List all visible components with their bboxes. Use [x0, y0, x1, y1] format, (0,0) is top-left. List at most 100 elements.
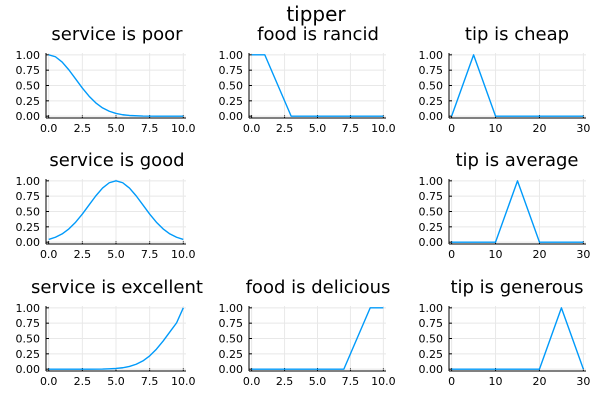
y-tick-label: 0.50	[419, 80, 444, 93]
membership-curve	[48, 307, 184, 370]
y-tick-label: 0.25	[419, 95, 444, 108]
subplot-6: tip is average 0 10 20 30 0.00 0.25 0.50 0.75 1.0…	[419, 150, 591, 261]
x-tick-label: 10	[489, 248, 503, 261]
y-tick-label: 0.75	[16, 190, 41, 203]
membership-curve	[251, 307, 384, 370]
subplot-9: tip is generous 0 10 20 30 0.00 0.25 0.50 0.75 1.…	[419, 277, 591, 388]
membership-curve	[251, 54, 384, 117]
x-tick-label: 2.5	[276, 375, 294, 388]
y-tick-label: 0.00	[16, 110, 41, 123]
x-tick-label: 5.0	[309, 122, 327, 135]
y-tick-label: 1.00	[419, 302, 444, 315]
x-tick-label: 0	[448, 248, 455, 261]
membership-curve	[48, 180, 184, 241]
x-tick-label: 7.5	[141, 375, 159, 388]
y-tick-label: 1.00	[16, 302, 41, 315]
y-tick-label: 0.75	[419, 317, 444, 330]
x-tick-label: 30	[576, 248, 590, 261]
x-tick-label: 10.0	[171, 122, 196, 135]
y-tick-label: 0.50	[219, 80, 244, 93]
subplot-title: service is excellent	[31, 277, 203, 298]
y-tick-label: 0.50	[16, 80, 41, 93]
x-tick-label: 20	[532, 248, 546, 261]
y-tick-label: 0.00	[219, 363, 244, 376]
subplot-8: food is delicious 0.0 2.5 5.0 7.5 10.0 0.00 0.2…	[219, 277, 396, 388]
x-tick-label: 30	[576, 375, 590, 388]
y-tick-label: 0.50	[16, 333, 41, 346]
x-tick-label: 10.0	[171, 248, 196, 261]
x-tick-label: 0.0	[243, 375, 261, 388]
y-tick-label: 0.75	[419, 190, 444, 203]
y-tick-label: 1.00	[219, 49, 244, 62]
y-tick-label: 0.25	[16, 221, 41, 234]
x-tick-label: 2.5	[74, 375, 92, 388]
y-tick-label: 0.25	[419, 221, 444, 234]
subplot-1: service is poor 0.0 2.5 5.0 7.5 10.0 0.00 0.25 0…	[16, 24, 196, 135]
y-tick-label: 0.25	[419, 348, 444, 361]
x-tick-label: 0.0	[40, 248, 58, 261]
x-tick-label: 10	[489, 375, 503, 388]
x-tick-label: 2.5	[74, 122, 92, 135]
x-tick-label: 30	[576, 122, 590, 135]
membership-curve	[48, 54, 184, 117]
x-tick-label: 20	[532, 375, 546, 388]
x-tick-label: 0.0	[243, 122, 261, 135]
x-tick-label: 5.0	[309, 375, 327, 388]
subplot-title: tip is generous	[450, 277, 583, 298]
x-tick-label: 7.5	[141, 122, 159, 135]
subplot-title: service is poor	[51, 24, 183, 45]
x-tick-label: 2.5	[276, 122, 294, 135]
y-tick-label: 0.00	[219, 110, 244, 123]
y-tick-label: 0.25	[16, 348, 41, 361]
subplot-title: food is rancid	[257, 24, 379, 45]
x-tick-label: 5.0	[107, 122, 125, 135]
x-tick-label: 5.0	[107, 375, 125, 388]
y-tick-label: 0.25	[219, 95, 244, 108]
y-tick-label: 0.00	[419, 236, 444, 249]
x-tick-label: 0	[448, 122, 455, 135]
y-tick-label: 0.25	[16, 95, 41, 108]
subplot-4: service is good 0.0 2.5 5.0 7.5 10.0 0.00 0.25 0…	[16, 150, 196, 261]
subplot-title: tip is cheap	[465, 24, 569, 45]
subplot-7: service is excellent 0.0 2.5 5.0 7.5 10.0 0.00…	[16, 277, 203, 388]
y-tick-label: 0.50	[419, 206, 444, 219]
x-tick-label: 10.0	[371, 375, 396, 388]
y-tick-label: 0.25	[219, 348, 244, 361]
subplot-2: food is rancid 0.0 2.5 5.0 7.5 10.0 0.00 0.25 0.…	[219, 24, 396, 135]
x-tick-label: 0	[448, 375, 455, 388]
y-tick-label: 0.50	[419, 333, 444, 346]
x-tick-label: 7.5	[141, 248, 159, 261]
y-tick-label: 0.00	[419, 363, 444, 376]
x-tick-label: 7.5	[342, 122, 360, 135]
y-tick-label: 1.00	[419, 49, 444, 62]
x-tick-label: 0.0	[40, 375, 58, 388]
subplot-title: food is delicious	[246, 277, 391, 298]
y-tick-label: 0.75	[219, 317, 244, 330]
y-tick-label: 0.75	[16, 64, 41, 77]
x-tick-label: 10	[489, 122, 503, 135]
y-tick-label: 0.00	[419, 110, 444, 123]
membership-curve	[451, 180, 584, 243]
y-tick-label: 0.75	[16, 317, 41, 330]
y-tick-label: 1.00	[16, 175, 41, 188]
y-tick-label: 0.75	[219, 64, 244, 77]
x-tick-label: 20	[532, 122, 546, 135]
y-tick-label: 1.00	[219, 302, 244, 315]
y-tick-label: 0.00	[16, 236, 41, 249]
x-tick-label: 10.0	[371, 122, 396, 135]
y-tick-label: 1.00	[419, 175, 444, 188]
y-tick-label: 0.50	[16, 206, 41, 219]
x-tick-label: 5.0	[107, 248, 125, 261]
subplot-title: service is good	[49, 150, 184, 171]
y-tick-label: 0.00	[16, 363, 41, 376]
subplot-3: tip is cheap 0 10 20 30 0.00 0.25 0.50 0.75 1.00	[419, 24, 591, 135]
x-tick-label: 2.5	[74, 248, 92, 261]
x-tick-label: 7.5	[342, 375, 360, 388]
x-tick-label: 0.0	[40, 122, 58, 135]
x-tick-label: 10.0	[171, 375, 196, 388]
y-tick-label: 0.50	[219, 333, 244, 346]
figure-title: tipper	[286, 2, 346, 26]
